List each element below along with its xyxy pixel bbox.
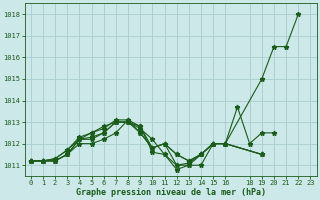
X-axis label: Graphe pression niveau de la mer (hPa): Graphe pression niveau de la mer (hPa) xyxy=(76,188,266,197)
